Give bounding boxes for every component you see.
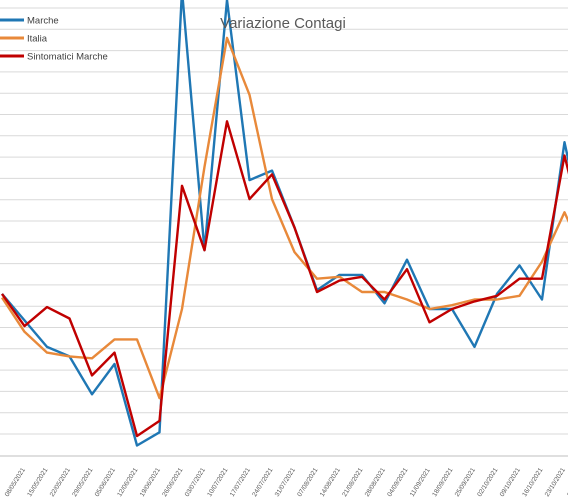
x-tick-label: 07/08/2021 <box>296 466 319 498</box>
x-tick-label: 08/05/2021 <box>4 466 27 498</box>
x-tick-labels: 08/05/2021 15/05/2021 22/05/2021 29/05/2021… <box>4 466 568 498</box>
x-tick-label: 10/07/2021 <box>206 466 229 498</box>
series-line-marche <box>1 0 568 447</box>
x-tick-label: 18/09/2021 <box>431 466 454 498</box>
gridlines <box>0 7 568 457</box>
x-tick-label: 04/09/2021 <box>386 466 409 498</box>
x-tick-label: 11/09/2021 <box>409 467 432 498</box>
series-line-sintomatici-marche <box>1 120 568 438</box>
x-tick-label: 09/10/2021 <box>499 466 522 498</box>
x-tick-label: 25/09/2021 <box>454 466 477 498</box>
x-tick-label: 02/10/2021 <box>476 466 499 498</box>
x-tick-label: 28/08/2021 <box>364 466 387 498</box>
x-tick-label: 12/06/2021 <box>116 466 139 498</box>
x-tick-label: 15/05/2021 <box>26 466 49 498</box>
legend-label: Italia <box>27 34 48 45</box>
x-tick-label: 14/08/2021 <box>319 466 342 498</box>
x-tick-label: 05/06/2021 <box>94 466 117 498</box>
legend: Marche Italia Sintomatici Marche <box>0 16 108 63</box>
x-tick-label: 21/08/2021 <box>341 466 364 498</box>
x-tick-label: 03/07/2021 <box>184 466 207 498</box>
x-tick-label: 23/10/2021 <box>544 466 567 498</box>
x-tick-label: 24/07/2021 <box>251 466 274 498</box>
x-tick-label: 31/07/2021 <box>274 466 297 498</box>
x-tick-label: 29/05/2021 <box>71 466 94 498</box>
legend-label: Sintomatici Marche <box>27 52 108 63</box>
x-tick-label: 16/10/2021 <box>521 466 544 498</box>
legend-label: Marche <box>27 16 59 27</box>
chart-title: Variazione Contagi <box>220 15 346 32</box>
series-lines <box>0 0 568 447</box>
x-tick-label: 17/07/2021 <box>229 466 252 498</box>
x-tick-label: 19/06/2021 <box>139 466 162 498</box>
x-tick-label: 22/05/2021 <box>49 466 72 498</box>
series-line-italia <box>0 36 568 400</box>
x-tick-label: 26/06/2021 <box>161 466 184 498</box>
